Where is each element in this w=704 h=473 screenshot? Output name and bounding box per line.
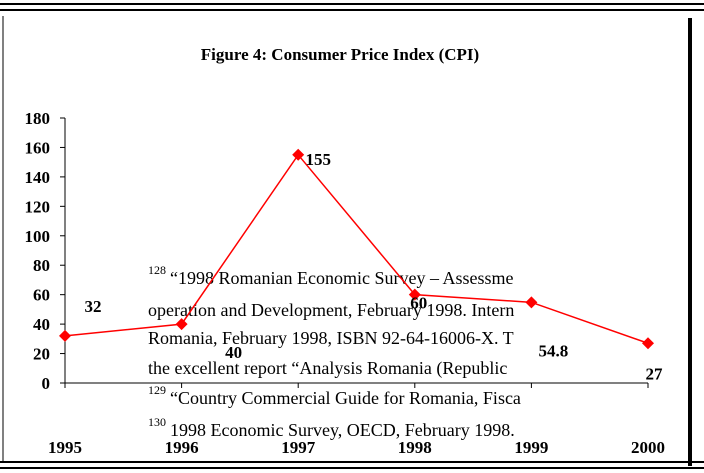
y-tick-label: 40	[33, 315, 50, 334]
footnote-number: 130	[148, 415, 166, 429]
footnote-text: Romania, February 1998, ISBN 92-64-16006…	[148, 328, 514, 348]
data-label: 40	[225, 343, 242, 362]
y-tick-label: 180	[25, 109, 51, 128]
marker	[292, 148, 305, 161]
y-tick-label: 160	[25, 138, 51, 157]
y-tick-label: 20	[33, 345, 50, 364]
y-tick-label: 0	[42, 374, 51, 393]
x-tick-label: 1995	[48, 438, 82, 457]
marker	[59, 329, 71, 342]
line	[64, 153, 649, 344]
marker	[175, 318, 188, 331]
footnote-text: “Country Commercial Guide for Romania, F…	[170, 388, 521, 408]
data-label: 60	[410, 294, 427, 313]
marker	[525, 296, 538, 309]
footnote-number: 129	[148, 383, 166, 397]
data-label: 32	[85, 297, 102, 316]
data-label: 155	[305, 150, 331, 169]
footnotes: 128 “1998 Romanian Economic Survey – Asse…	[148, 263, 521, 440]
data-label: 54.8	[539, 341, 569, 360]
footnote-text: “1998 Romanian Economic Survey – Assessm…	[170, 268, 513, 288]
data-label: 27	[646, 364, 664, 383]
x-tick-label: 2000	[631, 438, 665, 457]
marker	[408, 288, 421, 301]
y-tick-label: 100	[25, 227, 51, 246]
y-tick-label: 120	[25, 197, 51, 216]
x-tick-label: 1997	[281, 438, 316, 457]
y-tick-label: 60	[33, 286, 50, 305]
x-tick-label: 1998	[398, 438, 432, 457]
chart-title: Figure 4: Consumer Price Index (CPI)	[201, 45, 479, 64]
footnote-text: 1998 Economic Survey, OECD, February 199…	[170, 420, 515, 440]
marker	[642, 337, 654, 350]
y-tick-label: 140	[25, 168, 51, 187]
x-tick-label: 1999	[514, 438, 548, 457]
footnote-text: the excellent report “Analysis Romania (…	[148, 358, 507, 379]
y-tick-label: 80	[33, 256, 50, 275]
x-tick-label: 1996	[165, 438, 199, 457]
footnote-text: operation and Development, February 1998…	[148, 300, 514, 320]
footnote-number: 128	[148, 263, 166, 277]
